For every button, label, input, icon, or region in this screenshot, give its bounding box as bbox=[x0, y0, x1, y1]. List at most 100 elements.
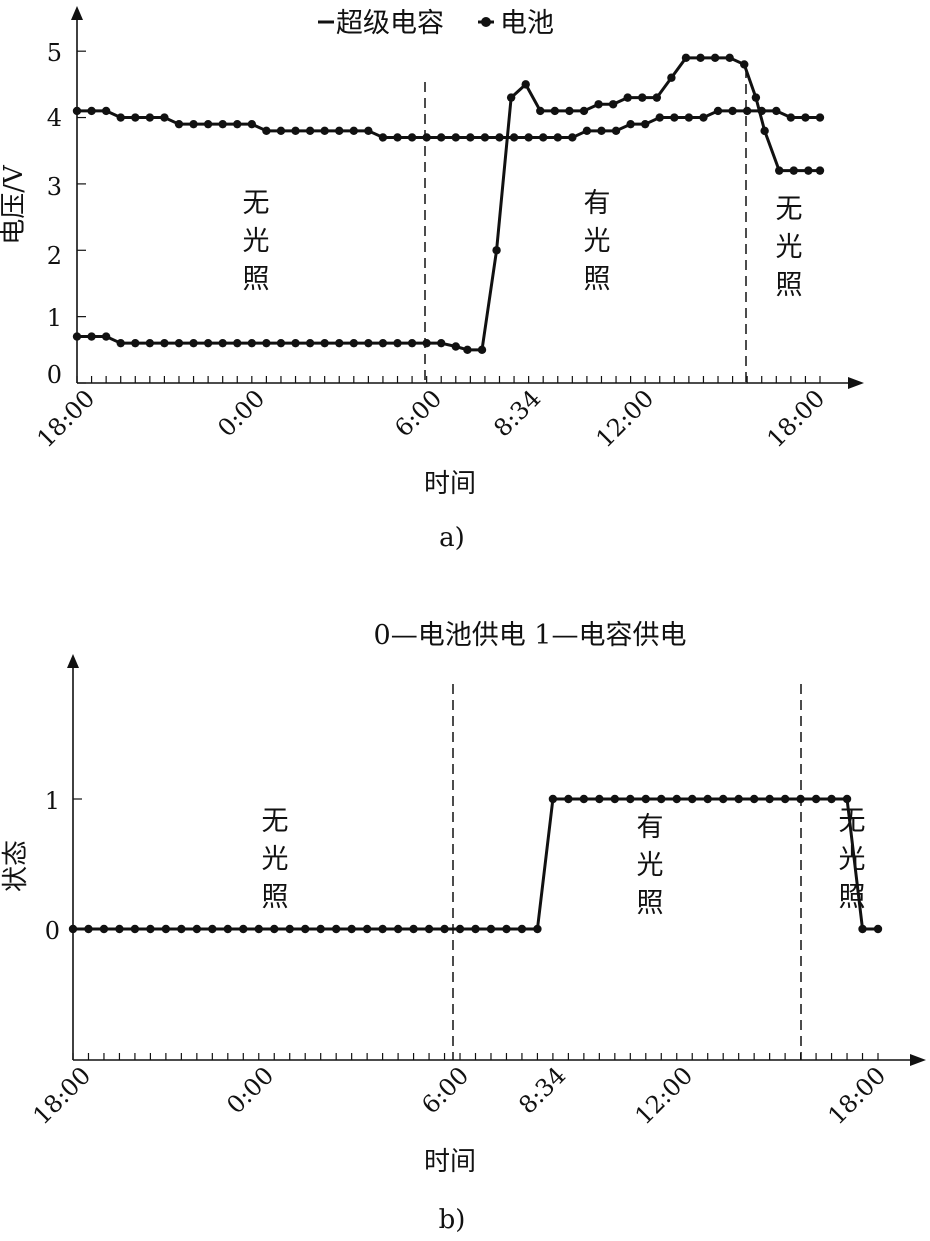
chart-b-state-point bbox=[517, 924, 527, 934]
chart-a-legend: 超级电容 电池 bbox=[318, 8, 554, 39]
chart-a-battery-point bbox=[451, 133, 460, 142]
chart-b-xtick-0: 18:00 bbox=[28, 1061, 97, 1130]
chart-b-xtick-2: 6:00 bbox=[416, 1061, 474, 1119]
chart-a-battery-point bbox=[247, 119, 257, 129]
chart-a-supercap-point bbox=[393, 338, 402, 348]
chart-b-legend-text: 0—电池供电 1—电容供电 bbox=[374, 620, 687, 651]
chart-b-state-point bbox=[424, 924, 434, 934]
chart-a-ytick-0: 0 bbox=[47, 361, 62, 389]
chart-a-battery-point bbox=[276, 126, 286, 136]
chart-a-battery-point bbox=[772, 106, 781, 116]
chart-a-series-supercap-line bbox=[77, 56, 820, 352]
chart-b-series bbox=[68, 794, 883, 934]
chart-a-supercap-point bbox=[320, 338, 329, 348]
chart-a-supercap-point bbox=[203, 338, 213, 348]
chart-b-xlabel: 时间 bbox=[424, 1147, 476, 1177]
chart-b-region-1-char-3: 照 bbox=[262, 882, 289, 913]
chart-a-supercap-point bbox=[247, 338, 257, 348]
chart-a-battery-point bbox=[611, 126, 621, 136]
chart-a-battery-point bbox=[699, 113, 708, 122]
chart-b-state-point bbox=[146, 924, 155, 934]
chart-b-region-1-char-2: 光 bbox=[262, 844, 289, 875]
chart-b-state-point bbox=[564, 794, 573, 804]
chart-a-battery-point bbox=[262, 126, 271, 136]
chart-a-battery-point bbox=[189, 119, 198, 129]
chart-a-supercap-point bbox=[131, 338, 140, 348]
chart-a-supercap-point bbox=[652, 93, 662, 102]
chart-a-region-2-char-3: 照 bbox=[584, 264, 611, 295]
chart-a-supercap-point bbox=[521, 80, 530, 89]
chart-a-supercap-point bbox=[725, 53, 734, 63]
chart-b-x-ticks bbox=[72, 1053, 879, 1060]
chart-b-state-point bbox=[811, 794, 821, 804]
chart-b-ytick-1: 1 bbox=[45, 787, 60, 815]
chart-a-ylabel: 电压/V bbox=[0, 164, 29, 245]
chart-b-state-point bbox=[455, 924, 465, 934]
chart-b-state-point bbox=[486, 924, 496, 934]
chart-a-battery-point bbox=[422, 133, 431, 142]
chart-a-region-2: 有 光 照 bbox=[584, 188, 611, 295]
chart-b-region-1: 无 光 照 bbox=[262, 806, 289, 913]
chart-b-region-3: 无 光 照 bbox=[839, 806, 866, 913]
chart-a-supercap-point bbox=[305, 338, 315, 348]
chart-a-supercap-point bbox=[174, 338, 184, 348]
chart-a-supercap-point bbox=[233, 338, 242, 348]
chart-b-state-point bbox=[347, 924, 356, 934]
chart-a-xtick-5: 18:00 bbox=[762, 384, 831, 453]
chart-a-battery-point bbox=[218, 119, 227, 129]
chart-a-battery-point bbox=[480, 133, 490, 142]
chart-a-battery-point bbox=[203, 119, 213, 129]
chart-b-state-point bbox=[749, 794, 759, 804]
chart-b-region-2-char-3: 照 bbox=[637, 888, 664, 919]
chart-b-state-point bbox=[641, 794, 650, 804]
chart-a-battery-point bbox=[393, 133, 402, 142]
legend-battery-label: 电池 bbox=[500, 8, 554, 39]
chart-b-state-point bbox=[254, 924, 263, 934]
chart-a-battery-point bbox=[815, 113, 825, 122]
chart-b-xtick-4: 12:00 bbox=[630, 1061, 699, 1130]
chart-b-state-point bbox=[657, 794, 666, 804]
chart-a-supercap-point bbox=[349, 338, 359, 348]
chart-a-battery-point bbox=[509, 133, 519, 142]
chart-b-state-point bbox=[688, 794, 697, 804]
chart-a-region-1-char-3: 照 bbox=[243, 264, 270, 295]
chart-a-supercap-point bbox=[477, 345, 487, 355]
chart-a-supercap-point bbox=[696, 53, 705, 63]
chart-b-state-point bbox=[68, 924, 78, 934]
chart-a-supercap-point bbox=[451, 342, 460, 351]
chart-a-battery-point bbox=[597, 126, 606, 136]
chart-b-state-point bbox=[130, 924, 140, 934]
chart-a-battery-point bbox=[553, 133, 562, 142]
chart-b-state-point bbox=[471, 924, 480, 934]
chart-a-region-1: 无 光 照 bbox=[243, 188, 270, 295]
chart-b-state-point bbox=[378, 924, 387, 934]
chart-b-state-point bbox=[192, 924, 202, 934]
chart-a-supercap-point bbox=[335, 338, 344, 348]
chart-b-state-point bbox=[780, 794, 790, 804]
chart-a-battery-point bbox=[495, 133, 504, 142]
chart-a-battery-point bbox=[538, 133, 548, 142]
chart-a-battery-point bbox=[407, 133, 417, 142]
chart-a-supercap-point bbox=[740, 60, 749, 69]
chart-a-supercap-point bbox=[145, 338, 155, 348]
chart-a-battery-point bbox=[640, 119, 650, 129]
chart-a-region-3-char-2: 光 bbox=[776, 232, 803, 263]
chart-a-ytick-3: 3 bbox=[47, 173, 62, 201]
chart-b-xtick-5: 18:00 bbox=[823, 1061, 892, 1130]
chart-a-region-3: 无 光 照 bbox=[776, 194, 803, 301]
chart-a-caption: a) bbox=[439, 523, 465, 553]
chart-b-region-1-char-1: 无 bbox=[262, 806, 289, 837]
chart-a-supercap-point bbox=[751, 93, 761, 102]
chart-a-supercap-point bbox=[291, 338, 300, 348]
chart-a-ytick-2: 2 bbox=[47, 242, 62, 270]
chart-a-y-ticks bbox=[77, 50, 86, 384]
chart-b-state-point bbox=[409, 924, 418, 934]
chart-a-battery-point bbox=[524, 133, 533, 142]
chart-b-state-point bbox=[579, 794, 589, 804]
chart-a-supercap-point bbox=[815, 166, 825, 175]
chart-a-supercap-point bbox=[638, 93, 647, 102]
chart-b-state-point bbox=[533, 924, 542, 934]
chart-b-state-point bbox=[331, 924, 341, 934]
chart-a-supercap-point bbox=[550, 106, 560, 116]
